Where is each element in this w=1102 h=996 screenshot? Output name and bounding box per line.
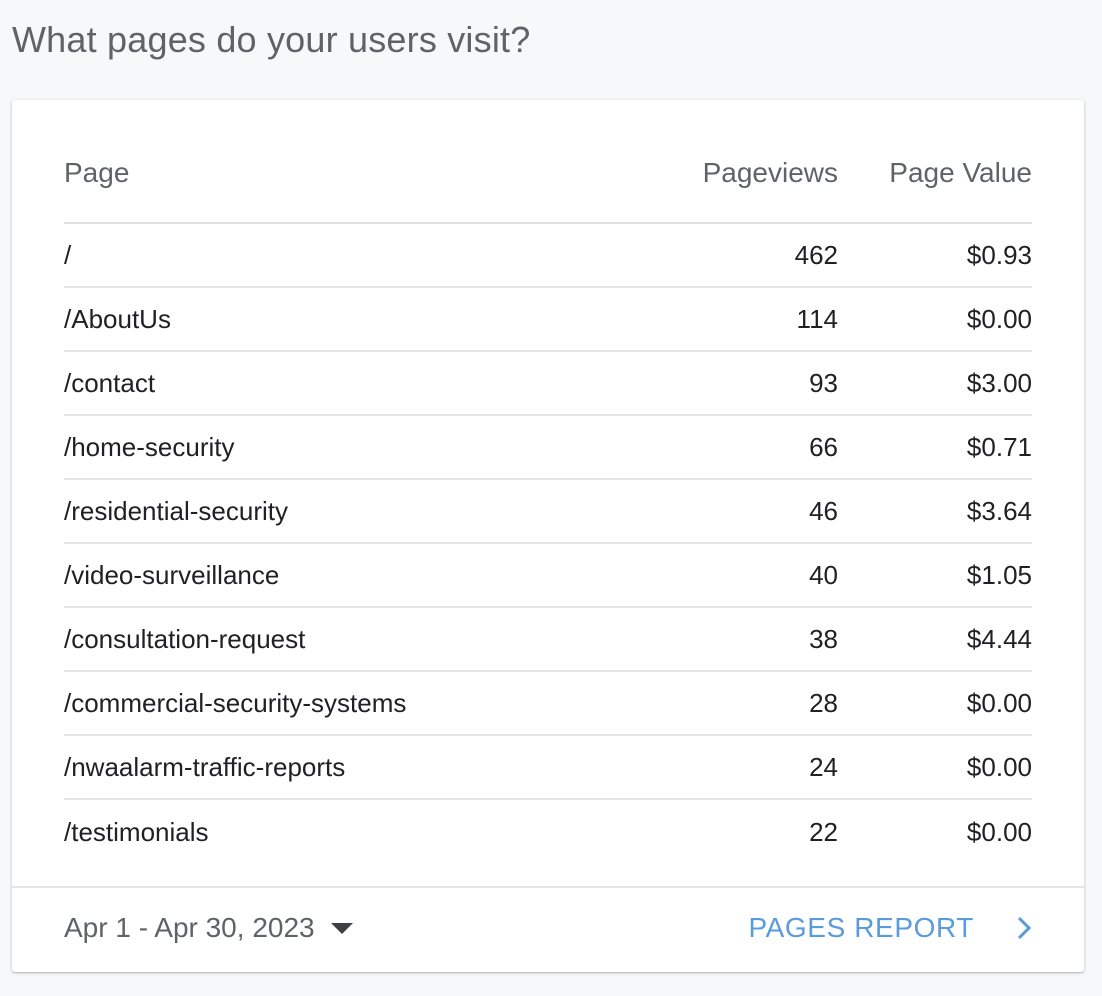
table-row: /home-security 66 $0.71: [64, 416, 1032, 480]
cell-pageviews: 66: [809, 431, 838, 462]
table-row: / 462 $0.93: [64, 224, 1032, 288]
cell-page: /nwaalarm-traffic-reports: [64, 751, 346, 782]
cell-page: /video-surveillance: [64, 559, 280, 590]
cell-page-value: $0.93: [966, 239, 1032, 270]
column-header-page: Page: [64, 157, 130, 188]
cell-pageviews: 22: [809, 816, 838, 847]
column-header-pageviews: Pageviews: [702, 157, 838, 188]
cell-pageviews: 40: [809, 559, 838, 590]
table-row: /video-surveillance 40 $1.05: [64, 544, 1032, 608]
cell-page: /home-security: [64, 431, 235, 462]
cell-page-value: $3.00: [966, 367, 1032, 398]
section-title: What pages do your users visit?: [12, 19, 531, 60]
card-footer: Apr 1 - Apr 30, 2023 PAGES REPORT: [12, 886, 1084, 972]
cell-page: /commercial-security-systems: [64, 687, 407, 718]
cell-page-value: $4.44: [966, 623, 1032, 654]
pages-report-label: PAGES REPORT: [748, 912, 974, 943]
date-range-label: Apr 1 - Apr 30, 2023: [64, 912, 315, 943]
pages-card: Page Pageviews Page Value / 462 $0.93/Abou…: [12, 100, 1084, 972]
cell-pageviews: 462: [794, 239, 838, 270]
cell-page-value: $0.00: [966, 687, 1032, 718]
table-row: /testimonials 22 $0.00: [64, 800, 1032, 864]
caret-down-icon: [330, 922, 353, 934]
cell-pageviews: 46: [809, 495, 838, 526]
cell-page: /contact: [64, 367, 156, 398]
table-body: / 462 $0.93/AboutUs 114 $0.00/contact 93 $3.00…: [64, 224, 1032, 864]
cell-pageviews: 24: [809, 751, 838, 782]
table-row: /residential-security 46 $3.64: [64, 480, 1032, 544]
table-row: /AboutUs 114 $0.00: [64, 288, 1032, 352]
cell-pageviews: 38: [809, 623, 838, 654]
cell-page: /AboutUs: [64, 303, 171, 334]
cell-page: /residential-security: [64, 495, 288, 526]
cell-pageviews: 114: [796, 303, 838, 334]
cell-page-value: $0.71: [966, 431, 1032, 462]
cell-page: /: [64, 239, 72, 270]
cell-page-value: $0.00: [966, 303, 1032, 334]
cell-pageviews: 28: [809, 687, 838, 718]
chevron-right-icon: [1017, 916, 1032, 940]
table-row: /contact 93 $3.00: [64, 352, 1032, 416]
cell-page-value: $0.00: [966, 816, 1032, 847]
date-range-selector[interactable]: Apr 1 - Apr 30, 2023: [64, 912, 353, 944]
cell-page-value: $1.05: [966, 559, 1032, 590]
table-row: /nwaalarm-traffic-reports 24 $0.00: [64, 736, 1032, 800]
table-header: Page Pageviews Page Value: [64, 124, 1032, 224]
cell-pageviews: 93: [809, 367, 838, 398]
cell-page: /consultation-request: [64, 623, 306, 654]
table-row: /commercial-security-systems 28 $0.00: [64, 672, 1032, 736]
cell-page-value: $3.64: [966, 495, 1032, 526]
pages-table: Page Pageviews Page Value / 462 $0.93/Abou…: [64, 124, 1032, 864]
cell-page-value: $0.00: [966, 751, 1032, 782]
table-row: /consultation-request 38 $4.44: [64, 608, 1032, 672]
cell-page: /testimonials: [64, 816, 209, 847]
column-header-page-value: Page Value: [889, 157, 1032, 188]
pages-report-link[interactable]: PAGES REPORT: [748, 912, 1036, 944]
